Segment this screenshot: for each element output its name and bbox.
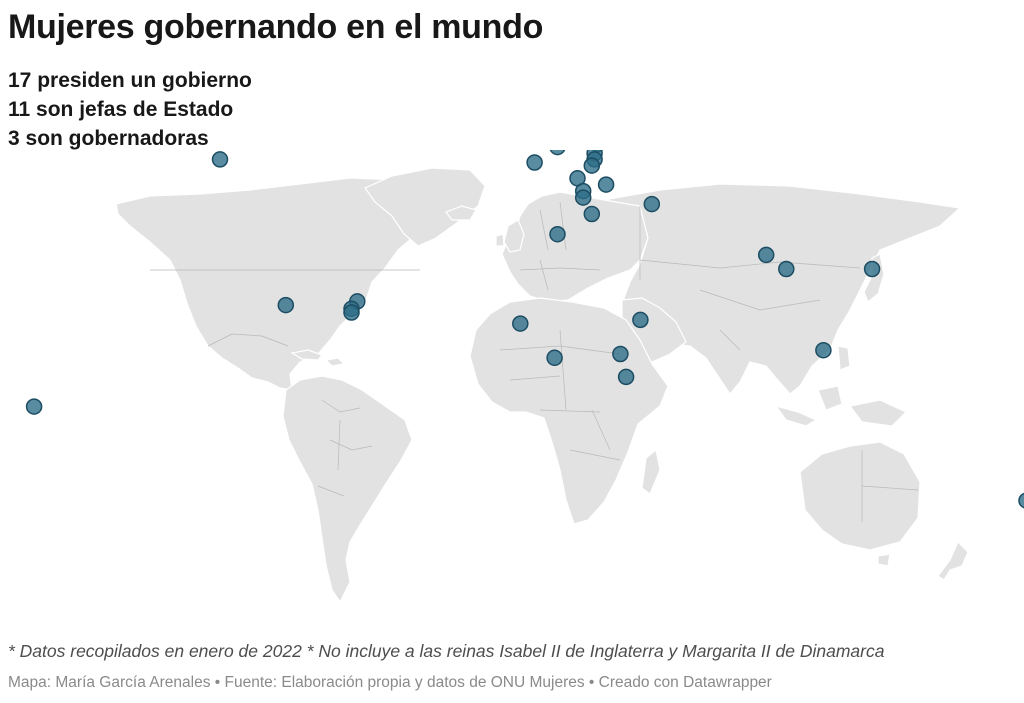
leader-location-marker[interactable] bbox=[343, 304, 360, 321]
leader-location-marker[interactable] bbox=[574, 189, 592, 206]
stat-heads-of-state: 11 son jefas de Estado bbox=[8, 98, 234, 121]
leader-location-marker[interactable] bbox=[549, 150, 566, 156]
leader-location-marker[interactable] bbox=[617, 368, 635, 386]
landmass-asia bbox=[603, 183, 962, 396]
summary-stats: 17 presiden un gobierno 11 son jefas de … bbox=[8, 66, 252, 153]
leader-location-marker[interactable] bbox=[612, 345, 629, 363]
leader-location-marker[interactable] bbox=[277, 296, 295, 314]
stat-governors: 3 son gobernadoras bbox=[8, 127, 209, 150]
leader-location-marker[interactable] bbox=[632, 311, 649, 329]
landmass-madagascar bbox=[641, 448, 661, 495]
marker-layer bbox=[25, 150, 1024, 509]
leader-location-marker[interactable] bbox=[757, 246, 775, 264]
leader-location-marker[interactable] bbox=[526, 154, 543, 171]
landmass-new-zealand bbox=[937, 540, 969, 581]
landmass-greenland bbox=[364, 167, 486, 247]
landmass-british-isles bbox=[495, 219, 525, 253]
leader-location-marker[interactable] bbox=[583, 205, 601, 223]
leader-location-marker[interactable] bbox=[211, 151, 229, 168]
leader-location-marker[interactable] bbox=[583, 157, 601, 174]
land-layer bbox=[115, 167, 969, 604]
landmass-iceland bbox=[445, 205, 477, 221]
stat-heads-of-government: 17 presiden un gobierno bbox=[8, 69, 252, 92]
landmass-se-asia-islands bbox=[774, 345, 908, 427]
world-map[interactable] bbox=[0, 150, 1024, 630]
map-title: Mujeres gobernando en el mundo bbox=[8, 8, 544, 46]
leader-location-marker[interactable] bbox=[778, 260, 795, 278]
landmass-europe bbox=[501, 191, 649, 303]
leader-location-marker[interactable] bbox=[512, 315, 529, 332]
landmass-south-america bbox=[282, 375, 413, 604]
map-credits: Mapa: María García Arenales • Fuente: El… bbox=[8, 674, 772, 691]
landmass-caribbean bbox=[290, 349, 346, 367]
landmass-australia bbox=[799, 441, 921, 551]
country-borders bbox=[150, 201, 919, 522]
leader-location-marker[interactable] bbox=[597, 176, 615, 193]
leader-location-marker[interactable] bbox=[643, 195, 661, 213]
leader-location-marker[interactable] bbox=[815, 341, 832, 359]
leader-location-marker[interactable] bbox=[546, 349, 563, 367]
leader-location-marker[interactable] bbox=[863, 260, 881, 278]
leader-location-marker[interactable] bbox=[549, 225, 566, 243]
map-note: * Datos recopilados en enero de 2022 * N… bbox=[8, 641, 885, 661]
landmass-tasmania bbox=[877, 553, 891, 567]
leader-location-marker[interactable] bbox=[25, 398, 43, 415]
leader-location-marker[interactable] bbox=[1018, 492, 1024, 509]
